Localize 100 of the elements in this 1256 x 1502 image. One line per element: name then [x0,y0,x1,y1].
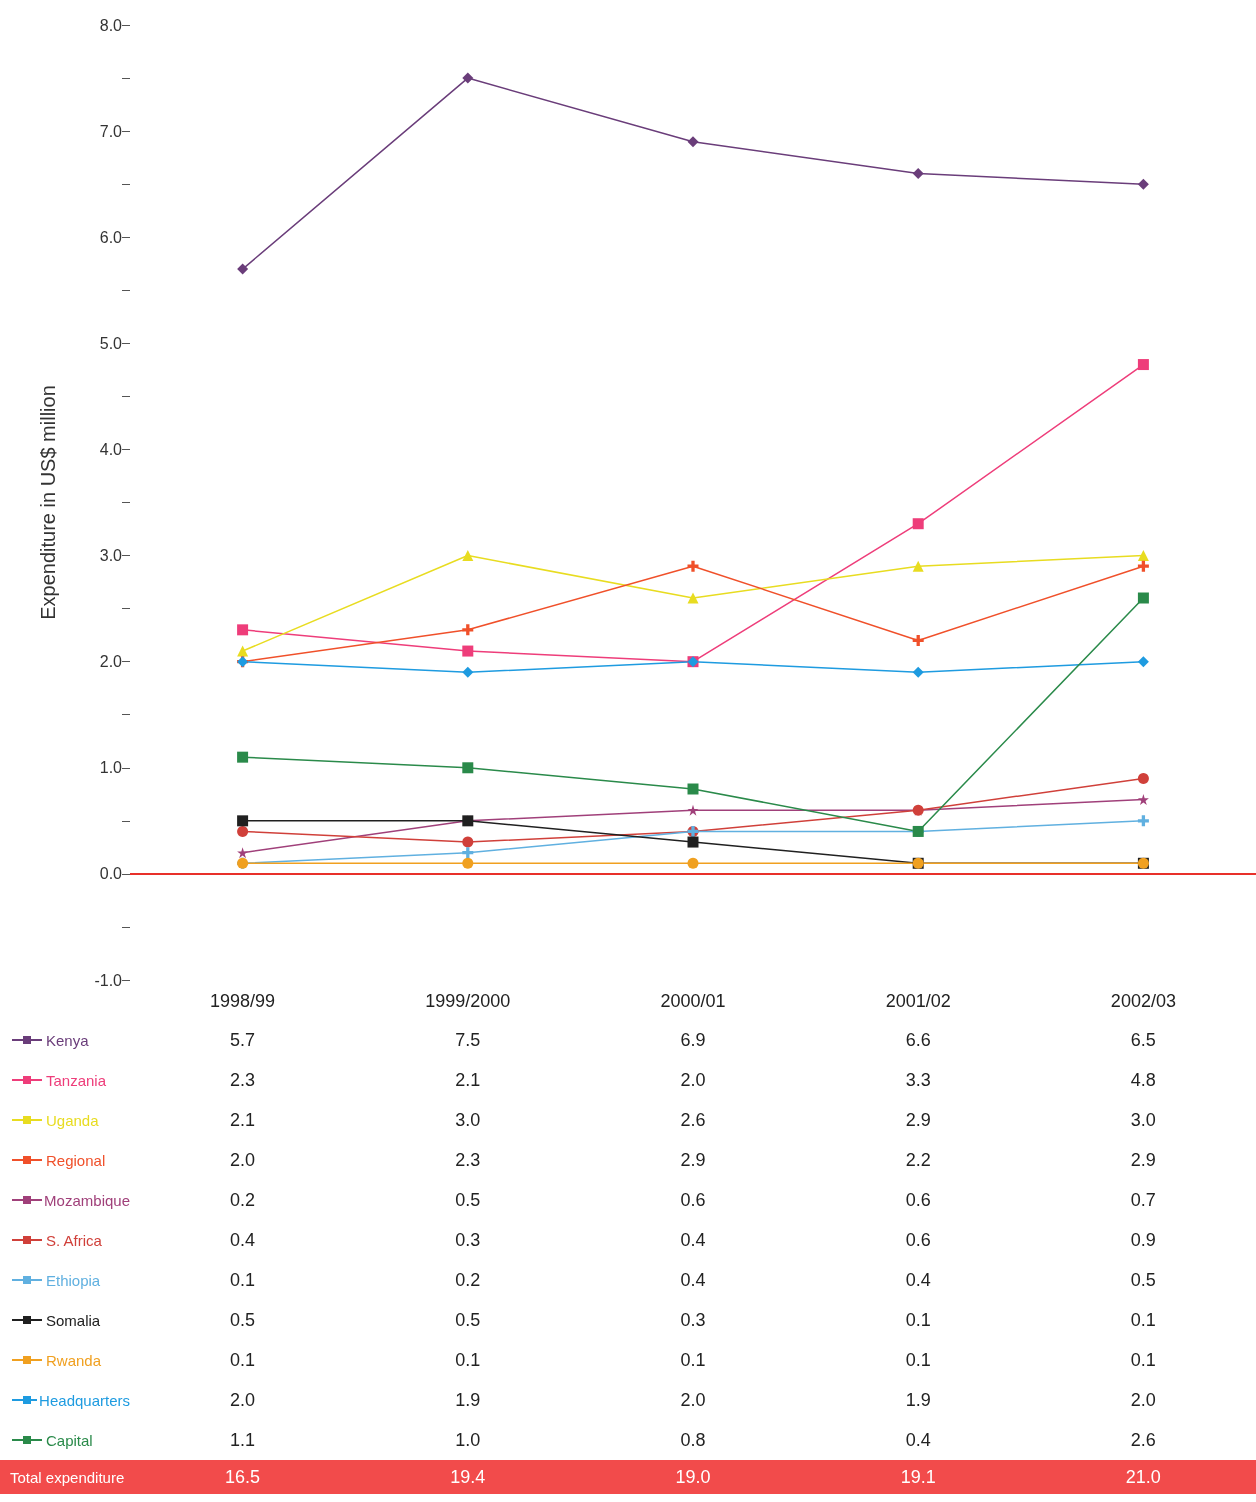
data-label: 0.1 [904,1349,932,1371]
data-label: 2.0 [229,1149,257,1171]
point [1137,772,1149,784]
point [687,857,699,869]
y-tick-label: 0.0 [99,865,123,883]
data-label: 0.1 [679,1349,707,1371]
data-label: 4.8 [1129,1069,1157,1091]
data-label: 6.9 [679,1029,707,1051]
data-label: 1.9 [904,1389,932,1411]
data-label: 0.4 [904,1269,932,1291]
point [1137,656,1149,668]
y-tick-label: 3.0 [99,547,123,565]
point [687,560,699,572]
data-label: 2.9 [904,1109,932,1131]
data-label: 6.6 [904,1029,932,1051]
data-label: 0.4 [679,1269,707,1291]
data-label: 0.6 [904,1229,932,1251]
x-tick-label: 2000/01 [660,991,726,1011]
y-tick-label: 7.0 [99,122,123,140]
y-axis-title: Expenditure in US$ million [37,385,59,620]
data-label: 2.9 [679,1149,707,1171]
legend-label: Mozambique [44,1191,130,1209]
x-tick-label: 2001/02 [885,991,951,1011]
data-label: 0.1 [1129,1309,1157,1331]
data-label: 2.2 [904,1149,932,1171]
point [912,634,924,646]
data-label: 0.2 [454,1269,482,1291]
data-label: 0.4 [904,1429,932,1451]
point [237,624,249,636]
text: 19.4 [450,1466,486,1487]
point [237,751,249,763]
text: 16.5 [225,1466,261,1487]
point [462,666,474,678]
point [1137,359,1149,371]
point [687,836,699,848]
text: 19.0 [675,1466,711,1487]
point [912,518,924,530]
y-tick-label: 2.0 [99,653,123,671]
data-label: 0.8 [679,1429,707,1451]
data-label: 0.2 [229,1189,257,1211]
data-label: 0.5 [454,1309,482,1331]
point [462,550,474,562]
data-label: 0.6 [904,1189,932,1211]
x-tick-label: 1998/99 [210,991,276,1011]
point [237,815,249,827]
point [687,804,699,816]
data-label: 2.0 [229,1389,257,1411]
point [237,645,249,657]
data-label: 7.5 [454,1029,482,1051]
data-label: 0.5 [229,1309,257,1331]
data-label: 2.9 [1129,1149,1157,1171]
data-label: 2.6 [1129,1429,1157,1451]
data-label: 3.3 [904,1069,932,1091]
data-label: 0.4 [229,1229,257,1251]
y-tick-label: 5.0 [99,334,123,352]
data-label: 0.7 [1129,1189,1157,1211]
data-label: 2.3 [229,1069,257,1091]
legend-label: Ethiopia [46,1271,101,1289]
point [912,560,924,572]
data-label: 1.0 [454,1429,482,1451]
data-label: 1.1 [229,1429,257,1451]
point [462,645,474,657]
point [462,762,474,774]
data-label: 0.4 [679,1229,707,1251]
legend-label: Capital [46,1431,93,1449]
y-tick-label: 1.0 [99,759,123,777]
point [1137,178,1149,190]
point [462,857,474,869]
legend-label: Uganda [46,1111,99,1129]
data-label: 6.5 [1129,1029,1157,1051]
y-tick-label: 4.0 [99,440,123,458]
y-tick-label: 6.0 [99,228,123,246]
point [912,168,924,180]
y-tick-label: -1.0 [94,971,123,989]
data-label: 3.0 [454,1109,482,1131]
point [462,72,474,84]
point [462,624,474,636]
text: 21.0 [1125,1466,1161,1487]
point [687,592,699,604]
legend-label: Rwanda [46,1351,102,1369]
data-label: 2.6 [679,1109,707,1131]
data-label: 2.1 [454,1069,482,1091]
y-tick-label: 8.0 [99,16,123,34]
data-label: 0.3 [454,1229,482,1251]
data-label: 3.0 [1129,1109,1157,1131]
point [912,666,924,678]
legend-label: Tanzania [46,1071,107,1089]
data-label: 0.1 [1129,1349,1157,1371]
data-label: 0.1 [904,1309,932,1331]
data-label: 0.1 [454,1349,482,1371]
data-label: 0.9 [1129,1229,1157,1251]
point [1137,550,1149,562]
data-label: 2.1 [229,1109,257,1131]
legend-label: S. Africa [46,1231,102,1249]
x-tick-label: 1999/2000 [425,991,511,1011]
data-label: 5.7 [229,1029,257,1051]
point [1137,560,1149,572]
legend-label: Regional [46,1151,106,1169]
legend-label: Somalia [46,1311,101,1329]
data-label: 0.1 [229,1349,257,1371]
